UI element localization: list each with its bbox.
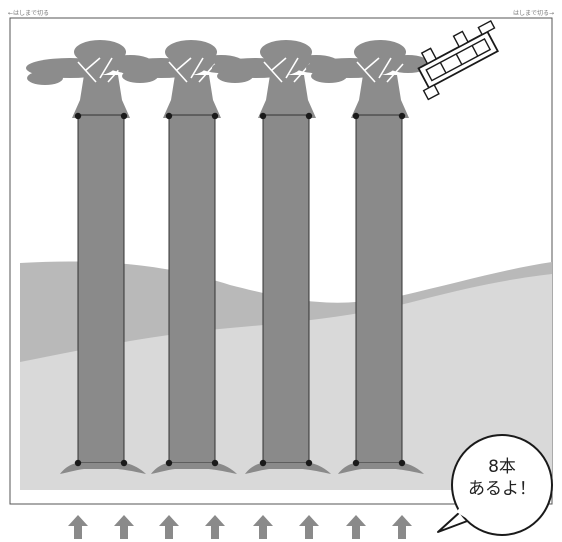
up-arrow-icon [159,515,179,539]
baobab-tree-1 [26,40,154,474]
up-arrow-icon [114,515,134,539]
up-arrow-icon [392,515,412,539]
speech-bubble-line-1: 8本 [488,457,516,477]
wooden-fence-icon [417,19,499,101]
speech-bubble-text: 8本 あるよ！ [450,456,554,500]
baobab-tree-3 [212,40,340,474]
speech-bubble-line-2: あるよ！ [468,479,536,499]
up-arrow-icon [346,515,366,539]
cut-frame [9,17,553,505]
up-arrow-icon [299,515,319,539]
baobab-tree-4 [306,40,430,474]
up-arrow-icon [205,515,225,539]
cut-guide-right: はしまで切る→ [512,10,554,17]
speech-bubble [437,434,553,536]
cut-guide-left: ←はしまで切る [8,10,50,17]
up-arrow-icon [68,515,88,539]
baobab-tree-2 [117,40,245,474]
up-arrow-icon [253,515,273,539]
